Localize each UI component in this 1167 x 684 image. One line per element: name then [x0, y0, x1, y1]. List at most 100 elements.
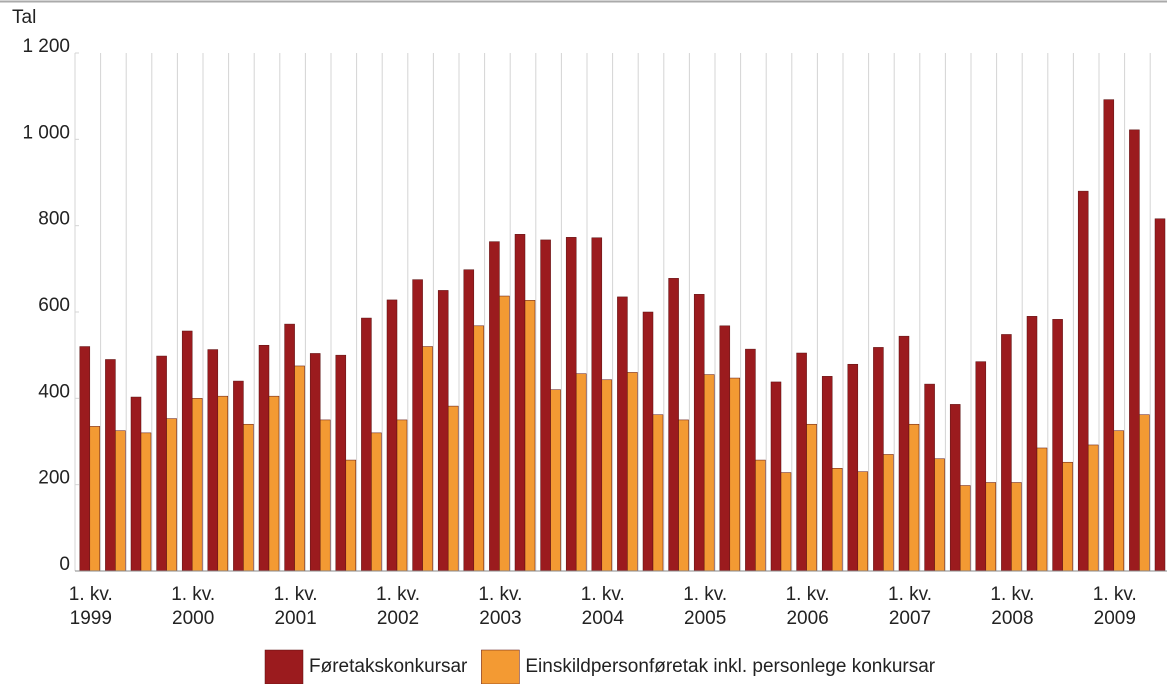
bar	[1036, 447, 1048, 572]
bar	[335, 354, 347, 572]
bar	[140, 432, 152, 572]
bar	[565, 237, 577, 572]
y-axis-label: Tal	[12, 7, 36, 28]
bar	[217, 395, 229, 572]
bar	[1139, 414, 1150, 572]
bar	[959, 485, 971, 572]
bar	[668, 278, 679, 572]
legend-label: Einskildpersonføretak inkl. personlege k…	[525, 656, 935, 677]
bar	[755, 459, 766, 572]
bar	[1026, 316, 1038, 572]
bar	[806, 423, 817, 572]
bar	[233, 380, 244, 572]
bar	[284, 323, 295, 572]
x-tick-label: 1. kv. 2006	[786, 584, 830, 629]
bar	[934, 458, 945, 572]
bar	[524, 300, 536, 572]
bar	[156, 355, 167, 572]
bar	[396, 419, 408, 572]
y-tick-label: 200	[38, 468, 70, 489]
bar	[1011, 482, 1022, 572]
bar	[591, 237, 603, 572]
bar	[1113, 430, 1125, 572]
bar	[115, 430, 126, 572]
bar	[412, 279, 423, 572]
bar	[294, 365, 305, 572]
bar	[181, 330, 193, 572]
bar	[361, 317, 372, 572]
bar	[719, 325, 731, 572]
x-tick-label: 1. kv. 2004	[581, 584, 625, 629]
bar	[617, 296, 628, 572]
bar	[857, 471, 869, 572]
bar	[207, 349, 219, 572]
bar	[847, 363, 859, 572]
bar	[1129, 129, 1140, 572]
x-tick-label: 1. kv. 2003	[478, 584, 522, 629]
bar	[89, 426, 101, 572]
bar	[1052, 319, 1063, 572]
legend-swatch	[481, 649, 520, 684]
bar	[575, 373, 587, 572]
bar	[949, 404, 961, 572]
bar	[540, 239, 551, 572]
bar	[345, 459, 357, 572]
bar	[473, 325, 485, 572]
bar	[371, 432, 382, 572]
bar	[745, 348, 756, 572]
bar	[770, 381, 782, 572]
x-tick-label: 1. kv. 2002	[376, 584, 420, 629]
y-tick-label: 800	[38, 209, 70, 230]
bar	[447, 405, 459, 572]
bar	[1154, 218, 1166, 572]
bar	[1001, 334, 1012, 572]
bar	[898, 335, 910, 572]
bar	[79, 346, 91, 572]
bar	[166, 418, 177, 572]
bar	[309, 353, 321, 572]
bar	[489, 241, 500, 572]
x-tick-label: 1. kv. 2009	[1093, 584, 1137, 629]
bar	[693, 294, 705, 572]
bar	[437, 290, 449, 572]
bar	[319, 419, 331, 572]
bar	[499, 295, 510, 572]
bar	[268, 395, 280, 572]
legend-swatch	[264, 649, 304, 684]
bar	[1087, 444, 1099, 572]
bar	[1077, 190, 1089, 572]
bar	[601, 379, 613, 572]
x-tick-label: 1. kv. 2005	[683, 584, 727, 629]
bar	[642, 311, 654, 572]
y-tick-label: 1 200	[22, 36, 70, 57]
bar	[386, 299, 398, 572]
bar	[550, 389, 561, 572]
bar	[514, 234, 526, 572]
bar	[1103, 99, 1115, 572]
bar	[627, 372, 638, 572]
bar	[924, 383, 935, 572]
x-tick-label: 1. kv. 2001	[274, 584, 318, 629]
bar	[796, 352, 807, 572]
x-tick-label: 1. kv. 2008	[990, 584, 1034, 629]
x-tick-label: 1. kv. 1999	[69, 584, 113, 629]
bar	[975, 361, 987, 572]
bar	[191, 398, 203, 572]
y-tick-label: 0	[59, 554, 70, 575]
x-tick-label: 1. kv. 2000	[171, 584, 215, 629]
bar	[729, 377, 741, 572]
bar	[678, 419, 689, 572]
bar	[908, 423, 920, 572]
y-tick-label: 400	[38, 381, 70, 402]
bar	[821, 376, 833, 572]
bar	[883, 454, 894, 572]
bar	[130, 396, 142, 572]
bar	[985, 482, 997, 572]
bar	[258, 344, 270, 572]
bar	[703, 374, 715, 572]
bar	[1062, 461, 1073, 572]
bar	[652, 414, 664, 572]
y-tick-label: 600	[38, 295, 70, 316]
y-tick-label: 1 000	[22, 122, 70, 143]
